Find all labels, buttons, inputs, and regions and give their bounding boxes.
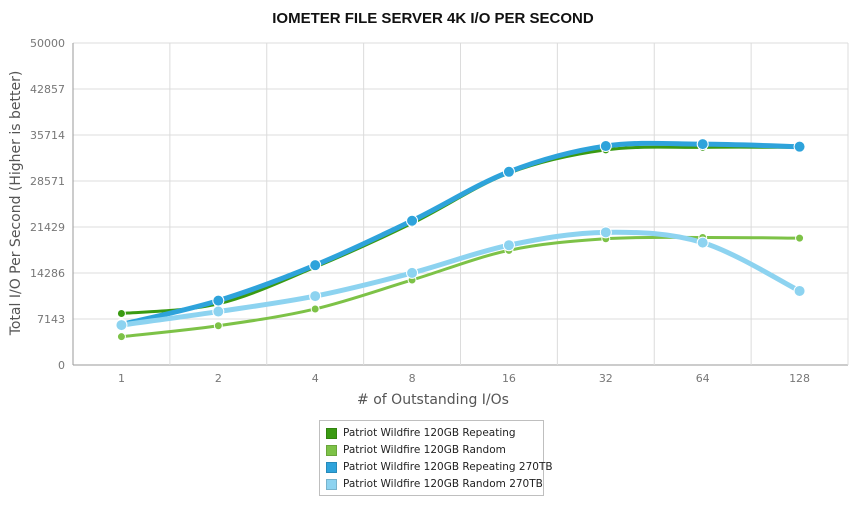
y-tick-label: 28571 bbox=[30, 175, 65, 188]
data-point bbox=[309, 259, 322, 272]
y-tick-label: 0 bbox=[58, 359, 65, 372]
data-point bbox=[310, 304, 320, 314]
data-point bbox=[406, 266, 419, 279]
x-tick-label: 128 bbox=[789, 372, 810, 385]
data-point bbox=[309, 290, 322, 303]
chart-title: IOMETER FILE SERVER 4K I/O PER SECOND bbox=[272, 10, 594, 27]
x-tick-label: 1 bbox=[118, 372, 125, 385]
x-tick-label: 16 bbox=[502, 372, 516, 385]
data-point bbox=[116, 332, 126, 342]
y-tick-label: 14286 bbox=[30, 267, 65, 280]
legend-label: Patriot Wildfire 120GB Repeating 270TB bbox=[343, 461, 553, 473]
series-4 bbox=[115, 226, 806, 332]
legend-item: Patriot Wildfire 120GB Repeating 270TB bbox=[326, 459, 553, 475]
x-tick-label: 4 bbox=[312, 372, 319, 385]
y-axis-label: Total I/O Per Second (Higher is better) bbox=[8, 71, 24, 337]
series-3 bbox=[115, 138, 806, 331]
y-tick-label: 50000 bbox=[30, 37, 65, 50]
legend-swatch bbox=[326, 427, 337, 439]
legend-swatch bbox=[326, 478, 337, 490]
data-point bbox=[115, 319, 128, 332]
y-tick-label: 21429 bbox=[30, 221, 65, 234]
y-tick-label: 7143 bbox=[37, 313, 65, 326]
series-line bbox=[120, 140, 800, 327]
y-tick-label: 35714 bbox=[30, 129, 65, 142]
data-point bbox=[406, 214, 419, 227]
legend-label: Patriot Wildfire 120GB Random 270TB bbox=[343, 478, 543, 490]
series-lines bbox=[115, 138, 806, 342]
y-tick-label: 42857 bbox=[30, 83, 65, 96]
legend-swatch bbox=[326, 444, 337, 456]
data-point bbox=[795, 233, 805, 243]
data-point bbox=[116, 308, 126, 318]
data-point bbox=[212, 305, 225, 318]
data-point bbox=[696, 138, 709, 151]
data-point bbox=[793, 284, 806, 297]
data-point bbox=[696, 236, 709, 249]
data-point bbox=[213, 321, 223, 331]
grid bbox=[72, 42, 849, 366]
legend-item: Patriot Wildfire 120GB Random bbox=[326, 442, 506, 458]
data-point bbox=[599, 226, 612, 239]
legend-label: Patriot Wildfire 120GB Repeating bbox=[343, 427, 516, 439]
x-axis-label: # of Outstanding I/Os bbox=[357, 392, 509, 408]
data-point bbox=[502, 239, 515, 252]
data-point bbox=[599, 140, 612, 153]
data-point bbox=[502, 165, 515, 178]
legend-item: Patriot Wildfire 120GB Random 270TB bbox=[326, 476, 543, 492]
legend: Patriot Wildfire 120GB Repeating Patriot … bbox=[319, 420, 553, 496]
legend-swatch bbox=[326, 461, 337, 473]
x-tick-label: 2 bbox=[215, 372, 222, 385]
x-tick-label: 8 bbox=[409, 372, 416, 385]
data-point bbox=[212, 294, 225, 307]
legend-item: Patriot Wildfire 120GB Repeating bbox=[326, 425, 516, 441]
data-point bbox=[793, 140, 806, 153]
x-tick-label: 32 bbox=[599, 372, 613, 385]
y-axis-ticks: 0 7143 14286 21429 28571 35714 42857 50000 bbox=[30, 37, 65, 372]
legend-label: Patriot Wildfire 120GB Random bbox=[343, 444, 506, 456]
x-axis-ticks: 1 2 4 8 16 32 64 128 bbox=[118, 372, 810, 385]
x-tick-label: 64 bbox=[696, 372, 710, 385]
